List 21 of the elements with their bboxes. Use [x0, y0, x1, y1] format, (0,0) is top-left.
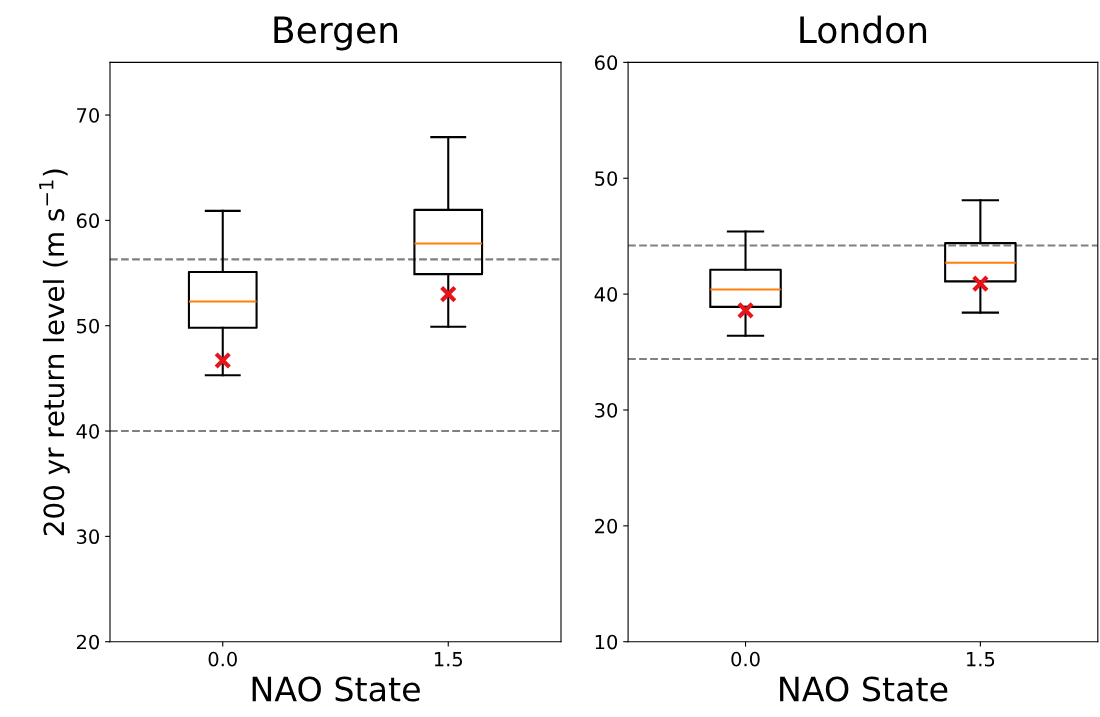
y-tick-label: 10 [595, 634, 618, 650]
x-tick-label: 1.5 [967, 652, 995, 667]
x-tick-label: 0.0 [208, 651, 237, 667]
y-tick-label: 50 [595, 171, 618, 186]
x-axis-title: NAO State [780, 676, 948, 702]
y-tick-label: 60 [76, 213, 99, 229]
y-tick-label: 30 [595, 402, 618, 418]
chart-title: London [800, 15, 927, 44]
y-tick-label: 20 [595, 518, 618, 534]
y-tick-label: 20 [76, 634, 99, 650]
x-tick-label: 1.5 [434, 652, 463, 667]
y-tick-label: 30 [77, 529, 99, 545]
y-tick-label: 40 [76, 424, 99, 439]
chart-title: Bergen [274, 16, 398, 51]
y-tick-label: 60 [594, 55, 618, 71]
x-axis-title: NAO State [252, 676, 420, 702]
y-tick-label: 70 [77, 108, 99, 123]
y-axis-title: 200 yr return level (m s$^{−1}$) [39, 169, 70, 536]
x-tick-label: 0.0 [731, 651, 760, 667]
y-tick-label: 40 [594, 287, 618, 302]
y-tick-label: 50 [77, 318, 99, 334]
